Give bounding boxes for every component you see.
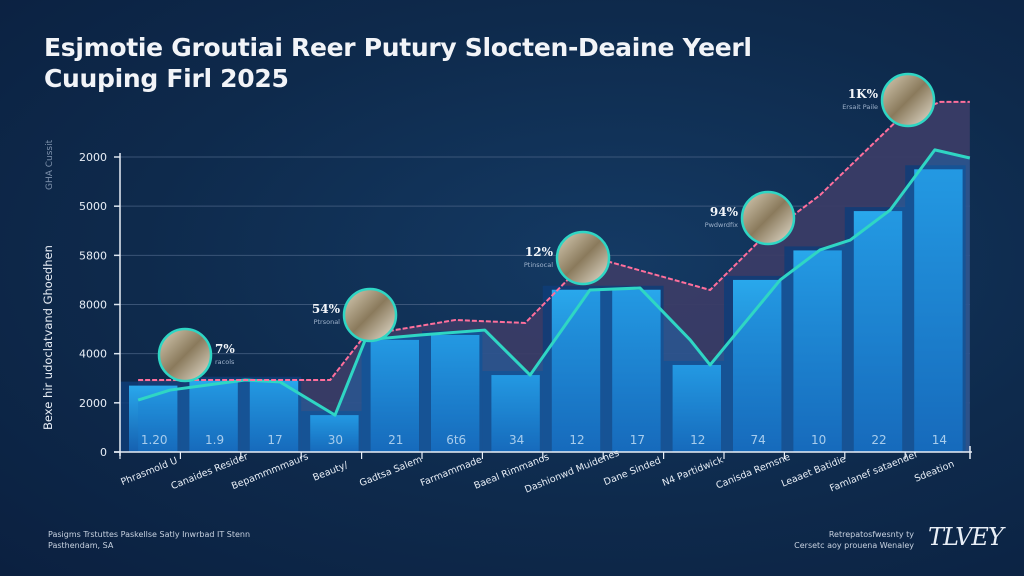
bar-value-label: 21: [388, 433, 403, 447]
bar: [612, 289, 661, 452]
bar-value-label: 14: [932, 433, 947, 447]
bar-value-label: 6t6: [446, 433, 466, 447]
chart-title: Esjmotie Groutiai Reer Putury Slocten-De…: [44, 32, 752, 94]
annotation-caption: Ptrsonal: [314, 318, 341, 326]
footer-left-line1: Pasigms Trstuttes Paskellse Satly Inwrba…: [48, 530, 251, 539]
bar: [189, 380, 238, 452]
x-category-label: Gadtsa Salem: [358, 454, 424, 489]
bar-value-label: 1.20: [141, 433, 168, 447]
annotation-caption: Ptinsocal: [524, 261, 553, 269]
chart-title-line1: Esjmotie Groutiai Reer Putury Slocten-De…: [44, 33, 752, 62]
y-tick-label: 5800: [79, 249, 107, 262]
y-tick-label: 5000: [79, 200, 107, 213]
annotation-value: 1K%: [848, 87, 879, 101]
annotation-caption: Pwdwrdfix: [705, 221, 738, 229]
y-tick-label: 4000: [79, 348, 107, 361]
bar-value-label: 12: [569, 433, 584, 447]
bar-value-label: 1.9: [205, 433, 224, 447]
footer-credit: Retrepatosfwesnty ty Cersetc aoy prouena…: [794, 529, 914, 551]
x-category-label: Beauty/: [311, 459, 350, 483]
y-tick-label: 2000: [79, 397, 107, 410]
teal-line-area: [138, 149, 970, 452]
bar-value-label: 34: [509, 433, 524, 447]
annotation-photo-icon: [157, 327, 213, 383]
bar: [491, 375, 540, 452]
bar: [672, 364, 721, 452]
brand-logo: TLVEY: [928, 523, 1004, 551]
footer-right-line1: Retrepatosfwesnty ty: [828, 530, 914, 539]
bar-value-label: 17: [630, 433, 645, 447]
bar: [793, 250, 842, 452]
bar: [370, 339, 419, 452]
bar-value-label: 10: [811, 433, 826, 447]
annotation-photo-icon: [342, 287, 398, 343]
bar-value-label: 74: [751, 433, 766, 447]
annotation-value: 54%: [312, 302, 341, 316]
footer-right-line2: Cersetc aoy prouena Wenaley: [794, 541, 914, 550]
footer-left-line2: Pasthendam, SA: [48, 541, 114, 550]
bar: [249, 380, 299, 452]
annotation-value: 7%: [215, 342, 235, 356]
teal-line: [137, 148, 971, 417]
bar-value-label: 22: [871, 433, 886, 447]
bar: [431, 334, 480, 452]
bar: [310, 415, 359, 452]
chart-title-line2: Cuuping Firl 2025: [44, 64, 289, 93]
bar: [853, 211, 903, 452]
annotation-photo-icon: [740, 190, 796, 246]
bar: [914, 169, 963, 452]
y-tick-label: 0: [100, 446, 107, 459]
annotation-value: 12%: [525, 245, 554, 259]
y-tick-label: 8000: [79, 299, 107, 312]
y-axis-title: Bexe hir udoclatvand Ghoedhen: [41, 245, 55, 430]
bar-value-label: 17: [267, 433, 282, 447]
annotation-caption: racols: [215, 358, 235, 366]
x-category-label: Sdeation: [913, 459, 956, 485]
annotation-photo-icon: [555, 230, 611, 286]
y-tick-label: 2000: [79, 151, 107, 164]
x-category-label: Canisda Remsne: [715, 452, 793, 492]
annotation-caption: Ersait Paile: [842, 103, 878, 111]
bar-value-label: 12: [690, 433, 705, 447]
footer-source: Pasigms Trstuttes Paskellse Satly Inwrba…: [48, 529, 250, 551]
y-axis-secondary-title: GHA Cussit: [45, 139, 55, 190]
annotation-value: 94%: [710, 205, 739, 219]
annotation-photo-icon: [880, 72, 936, 128]
bar: [551, 289, 601, 452]
bar-value-label: 30: [328, 433, 343, 447]
